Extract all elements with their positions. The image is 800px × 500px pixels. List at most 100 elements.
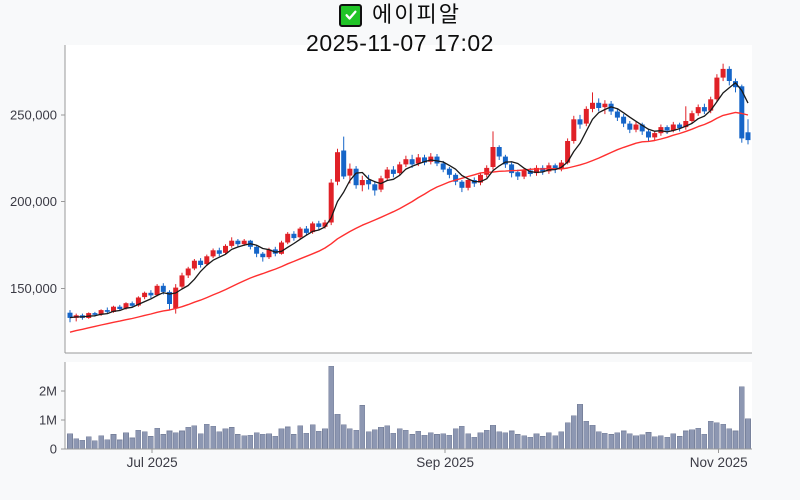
volume-bar: [166, 430, 173, 450]
volume-bar: [508, 430, 515, 450]
candle-body: [639, 124, 645, 132]
candle-body: [745, 132, 751, 141]
volume-bar: [577, 403, 583, 450]
volume-bar: [745, 418, 751, 450]
candle-body: [285, 233, 291, 243]
volume-bar: [595, 431, 602, 450]
candle-body: [459, 181, 465, 188]
candle-body: [577, 119, 583, 125]
candle-body: [179, 275, 185, 287]
volume-bar: [123, 432, 129, 450]
candle-body: [191, 260, 197, 269]
candle-body: [726, 68, 732, 81]
candle-body: [297, 228, 303, 238]
candle-body: [335, 152, 340, 182]
volume-bar: [533, 433, 540, 450]
volume-bar: [415, 430, 422, 450]
volume-bar: [658, 435, 664, 450]
candle-body: [646, 131, 651, 138]
candle-body: [123, 303, 129, 309]
candle-body: [347, 168, 353, 176]
candle-body: [104, 310, 110, 312]
price-plot-bg: [65, 45, 752, 353]
candle-body: [167, 291, 172, 304]
volume-bar: [620, 430, 627, 450]
volume-bar: [334, 413, 341, 450]
candle-body: [583, 108, 589, 124]
candle-body: [291, 233, 297, 239]
volume-bar: [266, 433, 272, 450]
candle-body: [316, 223, 322, 227]
candle-body: [446, 168, 452, 175]
candle-body: [266, 249, 272, 258]
candle-body: [328, 182, 334, 223]
volume-bar: [315, 430, 322, 450]
candle-body: [260, 253, 266, 258]
candle-body: [390, 169, 396, 174]
volume-bar: [79, 439, 86, 450]
candle-body: [341, 150, 347, 177]
volume-bar: [154, 427, 160, 450]
volume-bar: [291, 434, 297, 450]
volume-bar: [278, 428, 285, 450]
volume-bar: [695, 427, 702, 450]
candle-body: [142, 292, 148, 298]
volume-tick-label: 2M: [39, 384, 57, 399]
candle-body: [117, 306, 123, 309]
volume-bar: [434, 434, 440, 450]
volume-bar: [328, 366, 335, 450]
volume-bar: [384, 425, 391, 450]
volume-bar: [390, 432, 397, 450]
volume-bar: [546, 432, 552, 450]
volume-bar: [633, 435, 639, 450]
volume-bar: [259, 433, 266, 450]
volume-bar: [104, 439, 111, 450]
checkbox-icon[interactable]: [339, 3, 363, 27]
candle-body: [683, 121, 689, 128]
volume-bar: [452, 428, 459, 450]
volume-bar: [477, 432, 484, 450]
volume-bar: [552, 435, 559, 450]
candle-body: [664, 127, 670, 131]
candle-body: [515, 172, 521, 177]
volume-bar: [689, 429, 695, 450]
volume-bar: [564, 422, 571, 450]
volume-bar: [272, 435, 279, 450]
volume-bar: [682, 430, 689, 450]
candle-body: [198, 260, 204, 265]
candle-body: [502, 156, 508, 165]
candle-body: [229, 240, 235, 246]
volume-bar: [490, 424, 496, 450]
volume-bar: [204, 424, 210, 450]
volume-bar: [216, 431, 223, 450]
candle-body: [210, 250, 216, 257]
volume-bar: [160, 434, 167, 450]
candle-body: [403, 159, 409, 165]
volume-bar: [483, 429, 490, 450]
volume-bar: [347, 428, 353, 450]
candle-body: [428, 156, 434, 162]
volume-bar: [365, 431, 372, 450]
candle-body: [111, 306, 116, 312]
volume-bar: [235, 434, 241, 450]
volume-bar: [558, 431, 565, 450]
volume-bar: [427, 432, 434, 450]
volume-bar: [676, 436, 683, 450]
volume-bar: [353, 430, 359, 450]
candle-body: [353, 168, 359, 186]
volume-bar: [247, 434, 254, 450]
candle-body: [720, 68, 726, 78]
volume-bar: [409, 434, 415, 450]
volume-bar: [148, 436, 154, 450]
candle-body: [303, 228, 309, 233]
volume-bar: [602, 432, 608, 450]
candle-body: [98, 310, 104, 315]
volume-bar: [446, 434, 453, 450]
candle-body: [204, 256, 210, 265]
volume-bar: [297, 425, 303, 450]
volume-bar: [614, 432, 621, 450]
x-tick-label: Sep 2025: [416, 455, 474, 470]
candle-body: [590, 102, 595, 109]
volume-bar: [179, 430, 185, 450]
